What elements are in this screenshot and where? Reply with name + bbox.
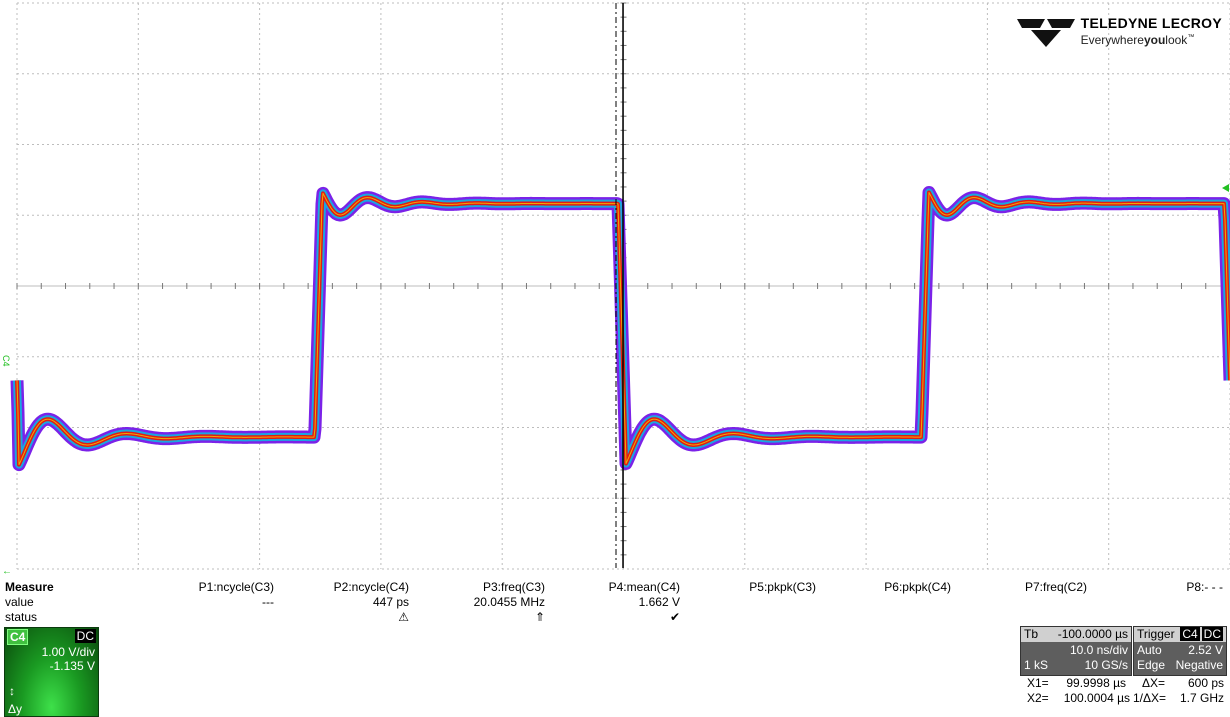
status-warning-icon: ⚠ [398, 610, 409, 624]
channel-c4-descriptor[interactable]: C4 DC 1.00 V/div -1.135 V ↕ Δy [4, 627, 99, 717]
param-value: 447 ps [372, 595, 409, 609]
channel-marker-label: C4 [1, 355, 11, 367]
trigger-coupling: DC [1201, 627, 1223, 641]
trigger-mode: Auto [1137, 643, 1162, 657]
teledyne-logo-icon [1016, 18, 1075, 47]
teledyne-lecroy-logo: TELEDYNE LECROY Everywhereyoulook™ [1016, 15, 1222, 47]
measure-table[interactable]: Measure P1:ncycle(C3) P2:ncycle(C4) P3:f… [0, 578, 1230, 626]
delta-y-label: Δy [8, 702, 23, 716]
param-name[interactable]: P3:freq(C3) [482, 580, 545, 594]
brand-tagline: Everywhereyoulook™ [1080, 33, 1195, 47]
arrow-icon: ↕ [9, 684, 15, 698]
param-value: --- [262, 595, 274, 609]
timebase-label: Tb [1024, 627, 1039, 641]
status-row-label: status [5, 610, 38, 624]
coupling-badge: DC [74, 629, 96, 643]
param-name[interactable]: P4:mean(C4) [608, 580, 680, 594]
value-row-label: value [5, 595, 34, 609]
x2-label: X2= [1027, 691, 1049, 705]
dx-value: 600 ps [1187, 676, 1224, 690]
param-name[interactable]: P1:ncycle(C3) [198, 580, 274, 594]
param-value: 1.662 V [638, 595, 680, 609]
trigger-descriptor[interactable]: Trigger C4 DC Auto 2.52 V Edge Negative [1133, 626, 1227, 676]
timebase-delay: -100.0000 µs [1057, 627, 1128, 641]
param-name[interactable]: P7:freq(C2) [1024, 580, 1087, 594]
time-per-div: 10.0 ns/div [1069, 643, 1128, 657]
x1-label: X1= [1027, 676, 1049, 690]
cursor-lines [615, 3, 624, 568]
dx-label: ΔX= [1142, 676, 1166, 690]
param-name[interactable]: P5:pkpk(C3) [749, 580, 816, 594]
trigger-source-badges: C4 DC [1178, 627, 1223, 641]
trigger-position-marker: ← [2, 566, 12, 574]
measure-header: Measure [5, 580, 54, 594]
param-name[interactable]: P6:pkpk(C4) [884, 580, 951, 594]
trigger-level-marker [1222, 184, 1229, 192]
waveform-display[interactable]: C4 ← [0, 0, 1230, 574]
channel-label: C4 [7, 629, 29, 645]
trigger-level: 2.52 V [1188, 643, 1223, 657]
param-value: 20.0455 MHz [473, 595, 545, 609]
sample-count: 1 kS [1024, 658, 1049, 672]
inv-dx-value: 1.7 GHz [1179, 691, 1224, 705]
inv-dx-label: 1/ΔX= [1133, 691, 1167, 705]
param-name[interactable]: P2:ncycle(C4) [333, 580, 409, 594]
sample-rate: 10 GS/s [1084, 658, 1128, 672]
timebase-descriptor[interactable]: Tb -100.0000 µs 10.0 ns/div 1 kS 10 GS/s [1020, 626, 1132, 676]
volts-per-div: 1.00 V/div [41, 645, 95, 659]
status-overflow-icon: ⇑ [534, 610, 545, 624]
trigger-source: C4 [1180, 627, 1200, 641]
x1-value: 99.9998 µs [1066, 676, 1126, 690]
status-ok-icon: ✔ [669, 610, 680, 624]
channel-offset: -1.135 V [49, 659, 95, 673]
brand-wordmark: TELEDYNE LECROY [1080, 15, 1222, 31]
trigger-label: Trigger [1137, 627, 1175, 641]
trigger-slope: Negative [1175, 658, 1223, 672]
trigger-type: Edge [1137, 658, 1166, 672]
param-name[interactable]: P8:- - - [1186, 580, 1223, 594]
x2-value: 100.0004 µs [1063, 691, 1130, 705]
